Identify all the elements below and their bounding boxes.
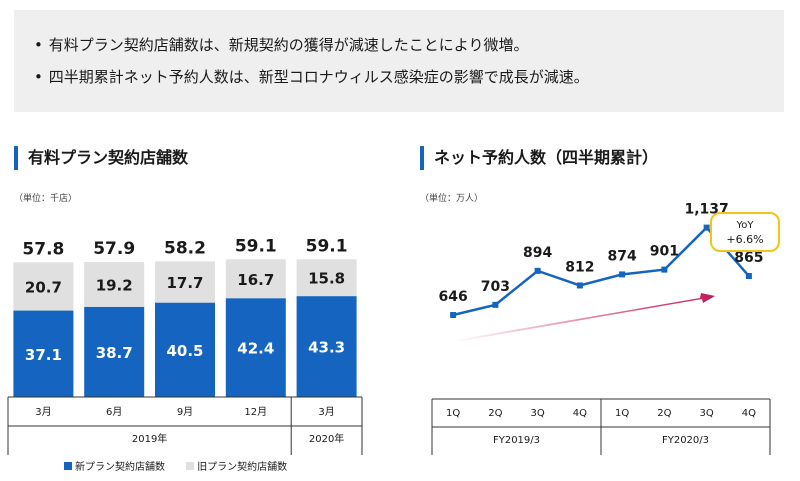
x-tick-label: 1Q [615, 408, 629, 419]
bar-label-old: 20.7 [25, 278, 62, 296]
summary-box: • 有料プラン契約店舗数は、新規契約の獲得が減速したことにより微増。 • 四半期… [14, 10, 784, 112]
x-tick-label: 12月 [244, 406, 267, 418]
x-tick-label: 3Q [531, 408, 545, 419]
legend-swatch-new [64, 462, 72, 470]
data-label: 901 [650, 244, 679, 260]
right-chart-title: ネット予約人数（四半期累計） [420, 146, 658, 170]
bar-total-label: 57.8 [22, 239, 64, 259]
x-group-label: 2020年 [309, 432, 344, 445]
series-line [452, 225, 750, 317]
data-point [745, 273, 752, 280]
bar-old [84, 262, 145, 307]
data-label: 865 [734, 250, 763, 266]
x-tick-label: 3月 [318, 406, 334, 418]
left-chart-unit: （単位：千店） [14, 194, 78, 204]
data-label: 646 [439, 289, 468, 305]
legend-label-new: 新プラン契約店舗数 [75, 462, 165, 473]
bar-label-new: 42.4 [237, 340, 274, 358]
data-point [450, 312, 457, 318]
yoy-callout: YoY +6.6% [710, 212, 780, 252]
x-tick-label: 1Q [446, 408, 460, 419]
right-chart-unit: （単位：万人） [420, 194, 484, 204]
bar-label-new: 38.7 [96, 344, 133, 362]
bar-label-old: 15.8 [308, 270, 345, 288]
bar-old [296, 259, 357, 297]
bar-new [296, 296, 357, 397]
x-tick-label: 4Q [573, 408, 587, 419]
bar-label-old: 16.7 [237, 271, 274, 289]
bar-label-new: 37.1 [25, 346, 62, 364]
bar-chart: 37.1 20.7 57.8 3月 38.7 19.2 57.9 6月 40.5 17.7 58.2… [7, 236, 363, 455]
yoy-value: +6.6% [726, 233, 764, 246]
bar-old [155, 261, 215, 303]
data-label: 812 [565, 259, 594, 275]
data-label: 874 [608, 248, 637, 264]
bullet-dot-icon: • [34, 68, 43, 86]
bar-new [84, 306, 145, 397]
x-tick-label: 9月 [177, 406, 193, 418]
x-group-label: FY2020/3 [662, 435, 709, 446]
bar-new [155, 302, 215, 397]
bar-total-label: 59.1 [306, 236, 348, 256]
legend-swatch-old [186, 462, 195, 470]
x-tick-label: 6月 [106, 406, 122, 418]
data-point [492, 301, 499, 308]
data-label: 703 [481, 279, 510, 295]
summary-bullet: • 有料プラン契約店舗数は、新規契約の獲得が減速したことにより微増。 [34, 34, 529, 55]
x-tick-label: 4Q [742, 408, 756, 419]
data-label: 894 [523, 245, 552, 261]
bar-total-label: 58.2 [164, 238, 206, 258]
data-point [703, 224, 710, 231]
x-tick-label: 3月 [35, 406, 51, 418]
data-point [661, 266, 668, 273]
bar-old [225, 259, 286, 299]
x-group-label: 2019年 [132, 432, 167, 445]
bar-total-label: 59.1 [235, 236, 277, 256]
x-group-label: FY2019/3 [493, 435, 540, 446]
legend-item-new: 新プラン契約店舗数 [64, 462, 168, 473]
bar-label-new: 43.3 [308, 339, 345, 357]
x-tick-label: 3Q [700, 408, 714, 419]
x-tick-label: 2Q [488, 408, 502, 419]
bar-total-label: 57.9 [93, 239, 135, 259]
summary-bullet: • 四半期累計ネット予約人数は、新型コロナウィルス感染症の影響で成長が減速。 [34, 66, 589, 87]
bar-old [13, 262, 74, 311]
bar-label-old: 19.2 [96, 276, 133, 294]
bar-label-old: 17.7 [166, 274, 203, 292]
legend-label-old: 旧プラン契約店舗数 [197, 462, 288, 473]
x-tick-label: 2Q [657, 408, 671, 419]
bullet-dot-icon: • [34, 36, 43, 54]
legend-item-old: 旧プラン契約店舗数 [186, 462, 287, 473]
data-point [576, 282, 583, 289]
summary-text: 有料プラン契約店舗数は、新規契約の獲得が減速したことにより微増。 [48, 36, 529, 54]
data-point [619, 271, 626, 278]
yoy-label: YoY [736, 220, 754, 231]
left-chart-title: 有料プラン契約店舗数 [14, 146, 188, 170]
bar-new [13, 310, 74, 397]
bar-label-new: 40.5 [166, 342, 203, 360]
summary-text: 四半期累計ネット予約人数は、新型コロナウィルス感染症の影響で成長が減速。 [48, 68, 589, 86]
trend-arrow [455, 293, 715, 342]
data-point [534, 267, 541, 274]
bar-legend: 新プラン契約店舗数 旧プラン契約店舗数 [64, 458, 287, 473]
bar-new [225, 298, 286, 397]
line-chart: 6461Q7032Q8943Q8124Q8741Q9012Q1,1373Q865… [431, 202, 771, 455]
